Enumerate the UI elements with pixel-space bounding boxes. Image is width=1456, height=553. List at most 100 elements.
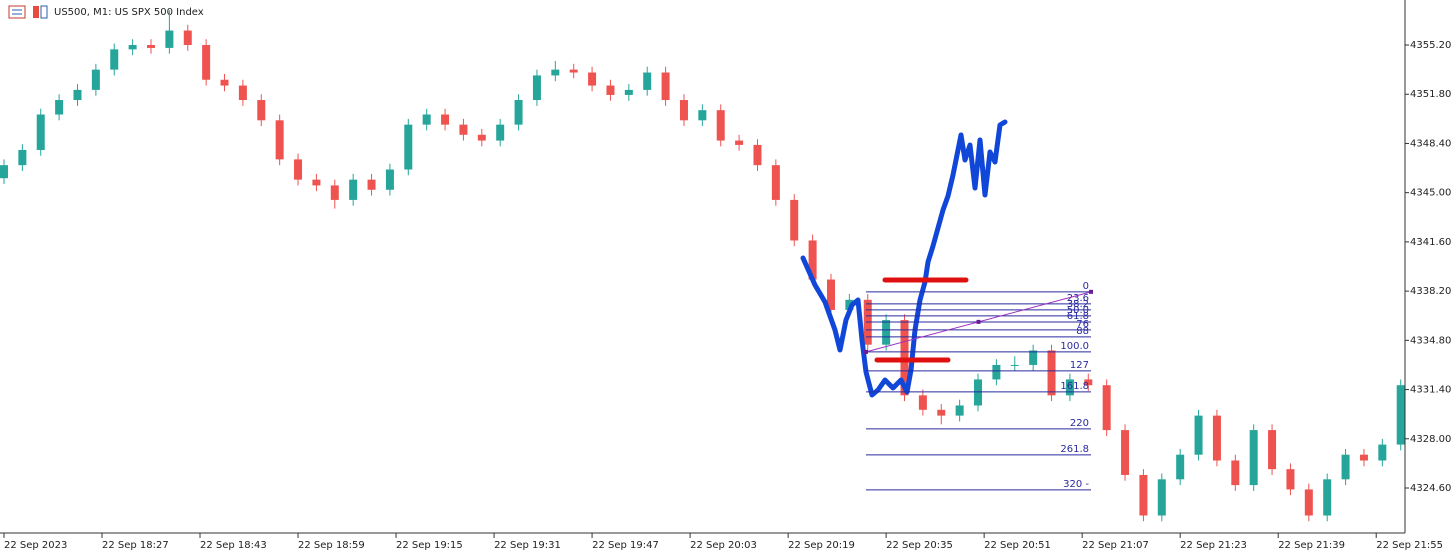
candle-body: [1065, 379, 1074, 396]
x-tick-label: 22 Sep 20:35: [886, 540, 953, 551]
candle-body: [459, 124, 468, 135]
candle-body: [385, 169, 394, 190]
fib-label: 61.8: [1067, 311, 1089, 322]
x-tick-label: 22 Sep 21:55: [1376, 540, 1443, 551]
candle-body: [1378, 444, 1387, 461]
fib-handle: [1089, 289, 1093, 294]
y-tick-label: 4328.00: [1410, 434, 1451, 445]
candle-body: [496, 124, 505, 141]
candle-body: [1249, 430, 1258, 486]
x-tick-label: 22 Sep 21:39: [1278, 540, 1345, 551]
candle-body: [918, 395, 927, 410]
candle-body: [18, 149, 27, 166]
fib-label: 88: [1076, 326, 1089, 337]
candle-body: [1323, 479, 1332, 516]
candle-body: [771, 165, 780, 200]
candle-body: [532, 75, 541, 101]
y-tick-label: 4324.60: [1410, 483, 1451, 494]
fib-handle: [864, 349, 868, 354]
candle-body: [716, 110, 725, 141]
fib-label: 261.8: [1060, 444, 1089, 455]
candle-body: [992, 364, 1001, 380]
x-tick-label: 22 Sep 21:23: [1180, 540, 1247, 551]
candle-body: [661, 72, 670, 101]
x-tick-label: 22 Sep 18:27: [102, 540, 169, 551]
candle-body: [1176, 454, 1185, 480]
candle-body: [679, 100, 688, 121]
hand-drawn-path: [800, 119, 1008, 398]
fib-label: 127: [1070, 360, 1089, 371]
header-icons: [8, 5, 48, 19]
candle-body: [735, 140, 744, 145]
candle-body: [1029, 350, 1038, 365]
candle-body: [1268, 430, 1277, 470]
candle-body: [110, 49, 119, 70]
candle-body: [91, 69, 100, 90]
icon: [8, 5, 26, 19]
candle-body: [1047, 350, 1056, 396]
chart-title: US500, M1: US SPX 500 Index: [54, 7, 204, 18]
candle-body: [404, 124, 413, 170]
y-tick-label: 4351.80: [1410, 89, 1451, 100]
x-tick-label: 22 Sep 2023: [4, 540, 67, 551]
candle-body: [36, 114, 45, 150]
candle-body: [1359, 454, 1368, 461]
candle-body: [0, 165, 8, 179]
candle-body: [514, 100, 523, 125]
y-tick-label: 4338.20: [1410, 286, 1451, 297]
candle-body: [128, 45, 137, 50]
candle-body: [1010, 364, 1019, 366]
candle-body: [643, 72, 652, 90]
candle-body: [1121, 430, 1130, 475]
candle-body: [422, 114, 431, 125]
plot: [0, 10, 1405, 522]
x-tick-label: 22 Sep 18:43: [200, 540, 267, 551]
y-tick-label: 4348.40: [1410, 138, 1451, 149]
candle-body: [202, 45, 211, 80]
fib-handle: [976, 319, 981, 324]
candle-body: [588, 72, 597, 86]
candle-body: [73, 89, 82, 101]
candle-body: [955, 405, 964, 416]
fib-label: 161.8: [1060, 381, 1089, 392]
fib-label: 220: [1070, 418, 1089, 429]
fib-label: 100.0: [1060, 341, 1089, 352]
y-tick-label: 4345.00: [1410, 188, 1451, 199]
x-tick-label: 22 Sep 18:59: [298, 540, 365, 551]
candle-body: [624, 89, 633, 95]
candle-body: [1212, 415, 1221, 461]
candle-body: [882, 320, 891, 345]
candle-body: [937, 409, 946, 416]
candle-body: [1304, 489, 1313, 516]
fib-label: 23.6: [1067, 293, 1089, 304]
candle-body: [1157, 479, 1166, 516]
y-tick-label: 4331.40: [1410, 385, 1451, 396]
candle-body: [1194, 415, 1203, 455]
candle-body: [330, 185, 339, 200]
candle-body: [349, 179, 358, 200]
fib-label: 320 -: [1063, 479, 1089, 490]
candle-body: [1084, 379, 1093, 386]
candle-body: [183, 30, 192, 46]
candle-body: [569, 69, 578, 73]
fib-label: 0: [1083, 281, 1089, 292]
candle-body: [1396, 385, 1405, 445]
candle-body: [312, 179, 321, 186]
candle-body: [220, 79, 229, 86]
candle-body: [551, 69, 560, 76]
candle-body: [238, 85, 247, 101]
candle-body: [698, 110, 707, 121]
candle-body: [477, 134, 486, 141]
x-tick-label: 22 Sep 19:31: [494, 540, 561, 551]
x-tick-label: 22 Sep 20:03: [690, 540, 757, 551]
y-tick-label: 4355.20: [1410, 40, 1451, 51]
x-tick-label: 22 Sep 19:15: [396, 540, 463, 551]
candle-body: [1231, 460, 1240, 486]
candle-body: [294, 159, 303, 180]
candle-body: [1341, 454, 1350, 480]
candle-body: [826, 279, 835, 310]
candle-body: [257, 100, 266, 121]
fib-label: 76: [1076, 319, 1089, 330]
candle-body: [1139, 474, 1148, 516]
